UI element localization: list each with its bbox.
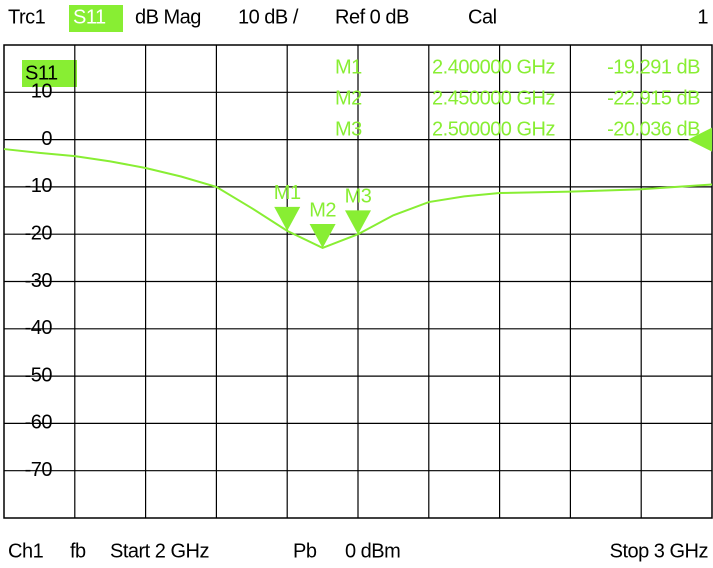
marker-label: M2 <box>309 199 336 221</box>
marker-readout-name: M2 <box>335 87 362 109</box>
y-tick-label: -10 <box>25 175 53 197</box>
footer-text: 0 dBm <box>345 540 400 562</box>
y-tick-label: -20 <box>25 222 53 244</box>
header-text: S11 <box>73 6 106 28</box>
marker-readout-freq: 2.500000 GHz <box>432 118 555 140</box>
y-tick-label: -70 <box>25 459 53 481</box>
header-text: Ref 0 dB <box>335 6 409 28</box>
y-tick-label: -40 <box>25 317 53 339</box>
marker-label: M1 <box>274 182 301 204</box>
y-tick-label: 10 <box>31 81 53 103</box>
trace-badge <box>69 5 123 32</box>
marker-readout-freq: 2.450000 GHz <box>432 87 555 109</box>
marker-readout-value: -20.036 dB <box>607 118 700 140</box>
header-text: dB Mag <box>135 6 201 28</box>
marker-readout-value: -19.291 dB <box>607 56 700 78</box>
y-tick-label: 0 <box>41 128 52 150</box>
footer-text: Ch1 <box>8 540 44 562</box>
marker-triangle <box>309 223 336 248</box>
marker-triangle <box>274 206 301 231</box>
footer-text: Pb <box>293 540 317 562</box>
marker-readout-value: -22.915 dB <box>607 87 700 109</box>
header-text: Cal <box>468 6 497 28</box>
trace-label: S11 <box>25 62 58 84</box>
y-tick-label: -30 <box>25 270 53 292</box>
footer-text: Start 2 GHz <box>110 540 209 562</box>
y-tick-label: -50 <box>25 364 53 386</box>
ref-level-marker <box>688 127 712 152</box>
header-text: 10 dB / <box>238 6 299 28</box>
footer-text: Stop 3 GHz <box>610 540 708 562</box>
marker-readout-name: M3 <box>335 118 362 140</box>
trace-line <box>3 148 713 250</box>
header-text: 1 <box>697 6 708 28</box>
footer-text: fb <box>70 540 86 562</box>
y-tick-label: -60 <box>25 412 53 434</box>
marker-readout-freq: 2.400000 GHz <box>432 56 555 78</box>
header-text: Trc1 <box>8 6 46 28</box>
marker-triangle <box>345 210 371 235</box>
marker-label: M3 <box>345 186 372 208</box>
trace-label-badge <box>22 60 77 87</box>
marker-readout-name: M1 <box>335 56 362 78</box>
